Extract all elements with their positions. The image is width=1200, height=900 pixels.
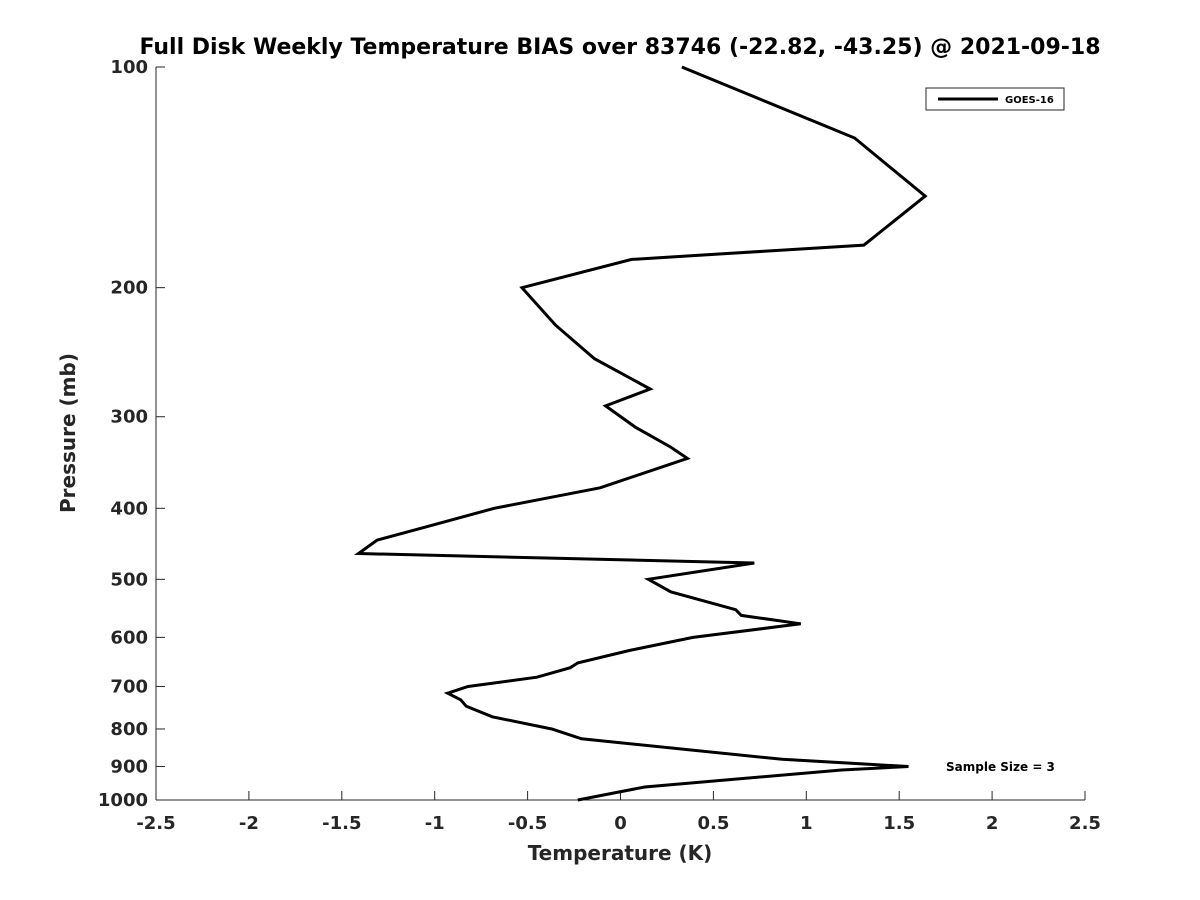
legend: GOES-16	[925, 87, 1065, 111]
x-tick-label: -0.5	[508, 813, 547, 834]
y-axis-label: Pressure (mb)	[56, 353, 80, 513]
plot-area	[155, 67, 1085, 801]
x-tick-label: 2.5	[1069, 813, 1101, 834]
y-tick-label: 100	[110, 57, 148, 78]
x-tick-label: -2	[239, 813, 259, 834]
sample-size-annotation: Sample Size = 3	[946, 760, 1055, 774]
series-layer	[354, 65, 928, 802]
x-tick-label: 1.5	[883, 813, 915, 834]
x-tick-label: -1	[425, 813, 445, 834]
y-tick-label: 400	[110, 498, 148, 519]
y-tick-label: 300	[110, 407, 148, 428]
y-tick-label: 1000	[98, 790, 148, 811]
x-tick-label: -2.5	[136, 813, 175, 834]
y-tick-label: 200	[110, 278, 148, 299]
y-tick-label: 500	[110, 569, 148, 590]
x-ticks: -2.5 -2 -1.5 -1 -0.5 0 0.5 1 1.5 2 2.5	[136, 791, 1101, 834]
y-tick-label: 600	[110, 627, 148, 648]
x-tick-label: 2	[986, 813, 999, 834]
y-tick-label: 700	[110, 676, 148, 697]
y-tick-label: 900	[110, 756, 148, 777]
x-axis-label: Temperature (K)	[528, 841, 713, 865]
y-ticks: 100 200 300 400 500 600 700 800 900 1000	[98, 57, 165, 811]
x-tick-label: 1	[800, 813, 813, 834]
x-tick-label: 0.5	[697, 813, 729, 834]
x-tick-label: -1.5	[322, 813, 361, 834]
y-tick-label: 800	[110, 719, 148, 740]
series-line-goes-16	[354, 65, 928, 802]
legend-label-goes-16: GOES-16	[1005, 95, 1054, 106]
chart-title: Full Disk Weekly Temperature BIAS over 8…	[139, 35, 1100, 60]
x-tick-label: 0	[614, 813, 627, 834]
